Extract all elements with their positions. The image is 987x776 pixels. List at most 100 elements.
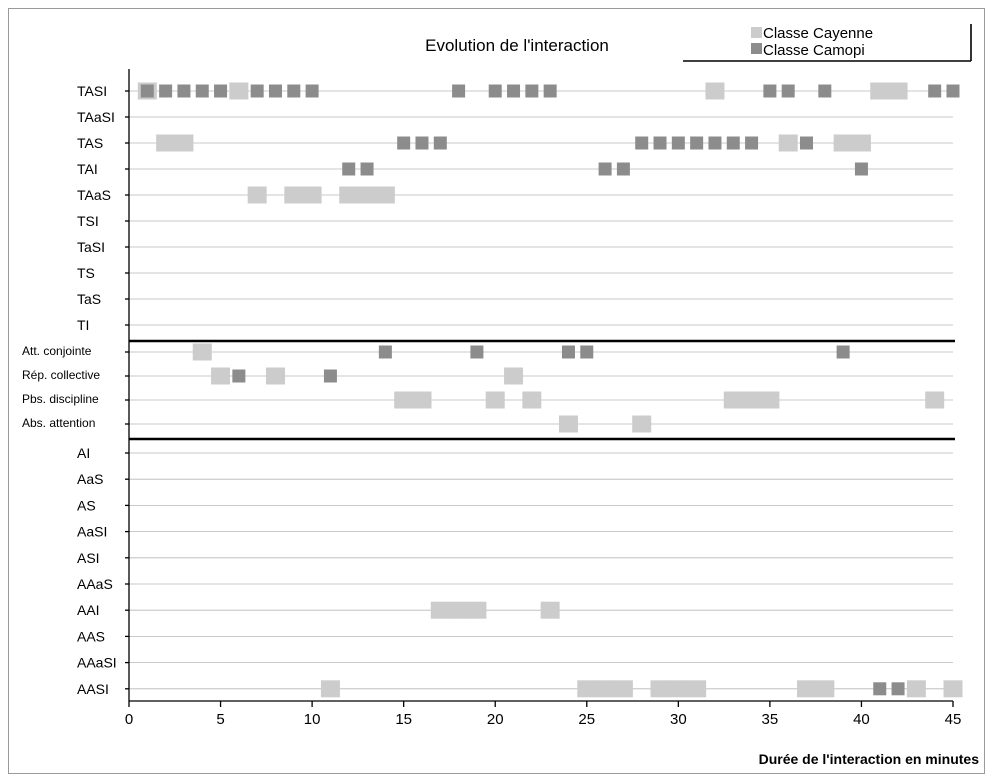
- category-label-aasi: AaSI: [77, 524, 107, 540]
- x-tick-label-0: 0: [125, 711, 133, 728]
- point-classe-camopi-att-conjointe-14: [378, 345, 392, 359]
- x-ticks: 0 5 10 15 20 25 30 35 40 45: [125, 701, 962, 728]
- point-classe-camopi-aasi-41: [873, 682, 887, 696]
- point-classe-camopi-tasi-44: [928, 84, 942, 98]
- legend-label-cayenne: Classe Cayenne: [763, 25, 873, 42]
- point-classe-cayenne-taas-9: [284, 186, 304, 204]
- gridlines: [125, 90, 953, 690]
- point-classe-camopi-tas-29: [653, 136, 667, 150]
- point-classe-cayenne-aai-19: [467, 601, 487, 619]
- point-classe-camopi-tas-28: [635, 136, 649, 150]
- point-classe-cayenne-tas-36: [778, 134, 798, 152]
- point-classe-camopi-tas-34: [745, 136, 759, 150]
- point-classe-cayenne-tasi-42: [888, 82, 908, 100]
- point-classe-cayenne-aasi-31: [687, 680, 707, 698]
- point-classe-camopi-tasi-9: [287, 84, 301, 98]
- category-label-aasi: AASI: [77, 681, 109, 697]
- category-label-att-conjointe: Att. conjointe: [22, 344, 92, 358]
- point-classe-cayenne-tasi-41: [870, 82, 890, 100]
- point-classe-cayenne-r-p-collective-21: [504, 367, 524, 385]
- x-tick-label-15: 15: [395, 711, 412, 728]
- category-label-r-p-collective: Rép. collective: [22, 368, 100, 382]
- category-label-as: AS: [77, 497, 96, 513]
- point-classe-cayenne-aasi-25: [577, 680, 597, 698]
- point-classe-camopi-tasi-45: [946, 84, 960, 98]
- category-label-pbs-discipline: Pbs. discipline: [22, 392, 99, 406]
- category-label-tas: TAS: [77, 135, 103, 151]
- x-tick-label-10: 10: [304, 711, 321, 728]
- point-classe-camopi-tasi-10: [305, 84, 319, 98]
- legend-label-camopi: Classe Camopi: [763, 42, 865, 59]
- group-separators: [129, 339, 955, 441]
- chart-frame: Evolution de l'interaction Classe Cayenn…: [8, 8, 985, 774]
- point-classe-camopi-tas-32: [708, 136, 722, 150]
- point-classe-cayenne-att-conjointe-4: [192, 343, 212, 361]
- point-classe-cayenne-abs-attention-24: [558, 415, 578, 433]
- point-classe-camopi-tasi-1: [140, 84, 154, 98]
- point-classe-camopi-att-conjointe-25: [580, 345, 594, 359]
- point-classe-camopi-att-conjointe-24: [561, 345, 575, 359]
- point-classe-camopi-tas-16: [415, 136, 429, 150]
- category-label-aaas: AAaS: [77, 576, 113, 592]
- x-axis-label: Durée de l'interaction en minutes: [759, 751, 980, 767]
- point-classe-cayenne-pbs-discipline-20: [485, 391, 505, 409]
- point-classe-camopi-tas-31: [690, 136, 704, 150]
- category-label-tasi: TASI: [77, 83, 107, 99]
- point-classe-cayenne-aai-23: [540, 601, 560, 619]
- point-classe-camopi-tas-15: [397, 136, 411, 150]
- category-label-abs-attention: Abs. attention: [22, 416, 95, 430]
- point-classe-cayenne-aai-17: [430, 601, 450, 619]
- category-label-tas: TaS: [77, 291, 101, 307]
- point-classe-cayenne-r-p-collective-5: [211, 367, 231, 385]
- category-label-ti: TI: [77, 317, 89, 333]
- point-classe-camopi-tasi-18: [452, 84, 466, 98]
- category-label-aaasi: AAaSI: [77, 655, 117, 671]
- point-classe-cayenne-aasi-38: [815, 680, 835, 698]
- point-classe-cayenne-aai-18: [449, 601, 469, 619]
- point-classe-cayenne-pbs-discipline-44: [925, 391, 945, 409]
- point-classe-camopi-r-p-collective-6: [232, 369, 246, 383]
- x-tick-label-45: 45: [945, 711, 962, 728]
- point-classe-cayenne-tasi-32: [705, 82, 725, 100]
- point-classe-camopi-tasi-8: [268, 84, 282, 98]
- point-classe-camopi-tas-30: [671, 136, 685, 150]
- point-classe-cayenne-pbs-discipline-16: [412, 391, 432, 409]
- point-classe-camopi-tasi-38: [818, 84, 832, 98]
- point-classe-camopi-tasi-3: [177, 84, 191, 98]
- point-classe-camopi-tasi-4: [195, 84, 209, 98]
- point-classe-cayenne-aasi-37: [797, 680, 817, 698]
- point-classe-camopi-tas-37: [800, 136, 814, 150]
- category-label-tai: TAI: [77, 161, 98, 177]
- point-classe-camopi-tai-40: [854, 162, 868, 176]
- point-classe-cayenne-aasi-45: [943, 680, 963, 698]
- point-classe-camopi-tasi-23: [543, 84, 557, 98]
- point-classe-camopi-tai-12: [342, 162, 356, 176]
- point-classe-cayenne-tas-40: [851, 134, 871, 152]
- legend: Classe Cayenne Classe Camopi: [683, 24, 972, 62]
- point-classe-cayenne-aasi-30: [668, 680, 688, 698]
- point-classe-cayenne-tas-3: [174, 134, 194, 152]
- point-classe-cayenne-abs-attention-28: [632, 415, 652, 433]
- category-label-tsi: TSI: [77, 213, 99, 229]
- category-label-asi: ASI: [77, 550, 100, 566]
- point-classe-camopi-tasi-21: [507, 84, 521, 98]
- x-tick-label-20: 20: [487, 711, 504, 728]
- legend-swatch-camopi: [751, 43, 762, 54]
- point-classe-cayenne-taas-10: [302, 186, 322, 204]
- point-classe-cayenne-taas-12: [339, 186, 359, 204]
- point-classe-camopi-tai-13: [360, 162, 374, 176]
- category-label-aas: AAS: [77, 628, 105, 644]
- category-label-aas: AaS: [77, 471, 103, 487]
- point-classe-camopi-att-conjointe-19: [470, 345, 484, 359]
- point-classe-cayenne-pbs-discipline-35: [760, 391, 780, 409]
- point-classe-camopi-r-p-collective-11: [323, 369, 337, 383]
- point-classe-camopi-att-conjointe-39: [836, 345, 850, 359]
- point-classe-cayenne-taas-14: [375, 186, 395, 204]
- point-classe-cayenne-pbs-discipline-34: [742, 391, 762, 409]
- point-classe-cayenne-aasi-43: [906, 680, 926, 698]
- point-classe-cayenne-pbs-discipline-22: [522, 391, 542, 409]
- point-classe-cayenne-aasi-27: [613, 680, 633, 698]
- point-classe-cayenne-taas-13: [357, 186, 377, 204]
- point-classe-cayenne-aasi-29: [650, 680, 670, 698]
- point-classe-cayenne-tas-2: [156, 134, 176, 152]
